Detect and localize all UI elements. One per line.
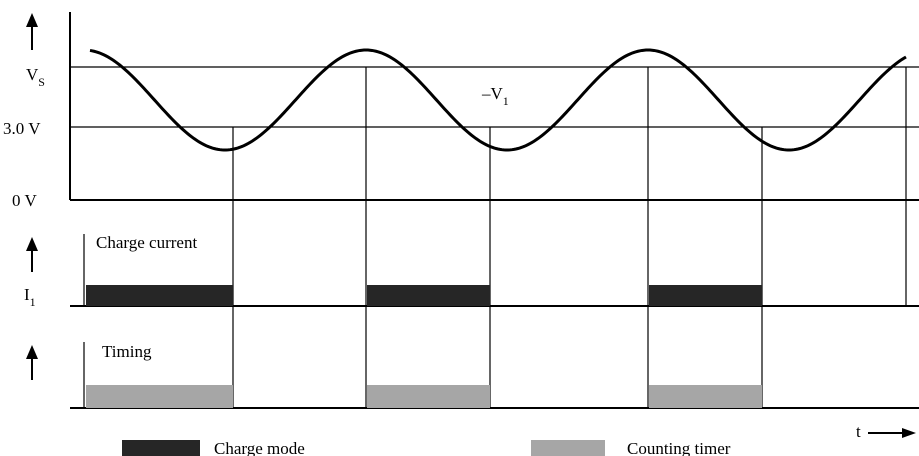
time-right-arrow-icon: [868, 428, 916, 438]
charge-pulse-2: [367, 285, 490, 306]
current-up-arrow-icon: [26, 237, 38, 272]
three-volt-label: 3.0 V: [3, 119, 41, 138]
timer-pulse-2: [367, 385, 490, 408]
timer-pulse-3: [649, 385, 762, 408]
timing-title: Timing: [102, 342, 152, 361]
voltage-up-arrow-icon: [26, 13, 38, 50]
v1-waveform: [89, 48, 907, 152]
timer-pulse-1: [86, 385, 233, 408]
charge-pulse-3: [649, 285, 762, 306]
zero-volt-label: 0 V: [12, 191, 37, 210]
i1-label: I1: [24, 285, 36, 309]
legend-charge-mode-swatch: [122, 440, 200, 456]
legend-counting-timer-swatch: [531, 440, 605, 456]
time-axis-label: t: [856, 422, 861, 441]
vs-label: VS: [26, 65, 45, 89]
charge-current-title: Charge current: [96, 233, 197, 252]
v1-label: –V1: [481, 84, 509, 108]
legend-counting-timer-label: Counting timer: [627, 439, 731, 456]
charge-pulse-1: [86, 285, 233, 306]
legend-charge-mode-label: Charge mode: [214, 439, 305, 456]
timing-up-arrow-icon: [26, 345, 38, 380]
